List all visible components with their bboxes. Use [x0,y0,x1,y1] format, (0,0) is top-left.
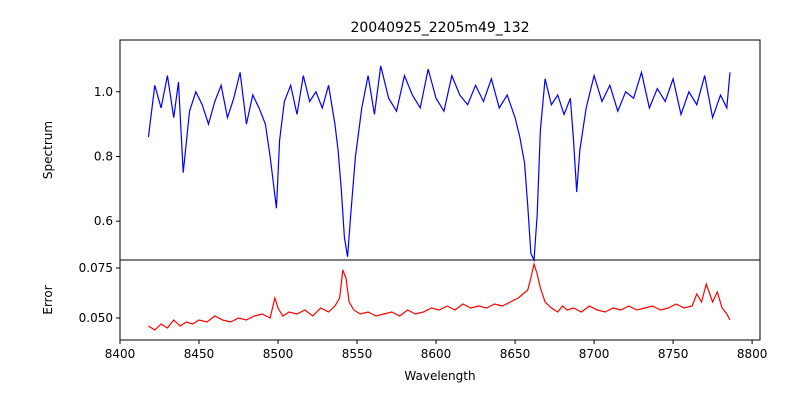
x-tick-label: 8600 [421,347,452,361]
spectrum-y-tick-label: 0.6 [94,214,113,228]
error-frame [119,259,761,341]
error-y-axis: 0.050 0.075 [79,261,120,325]
spectrum-y-tick-label: 0.8 [94,149,113,163]
spectrum-ylabel: Spectrum [41,121,55,179]
spectrum-line [147,65,731,263]
x-tick-label: 8400 [105,347,136,361]
x-tick-label: 8700 [579,347,610,361]
x-axis: 8400 8450 8500 8550 8600 8650 8700 8750 8800 [105,340,768,361]
x-tick-label: 8750 [658,347,689,361]
spectrum-frame [119,39,761,261]
spectrum-panel: 0.6 0.8 1.0 Spectrum [41,39,761,263]
error-ylabel: Error [41,285,55,314]
spectrum-y-tick-label: 1.0 [94,85,113,99]
error-y-tick-label: 0.050 [79,311,113,325]
x-tick-label: 8650 [500,347,531,361]
x-tick-label: 8450 [184,347,215,361]
x-tick-label: 8500 [263,347,294,361]
error-y-tick-label: 0.075 [79,261,113,275]
x-axis-label: Wavelength [404,369,475,383]
chart-title: 20040925_2205m49_132 [350,20,529,36]
x-tick-label: 8800 [737,347,768,361]
error-line [148,261,731,331]
error-panel: 0.050 0.075 Error [41,259,761,341]
x-tick-label: 8550 [342,347,373,361]
spectrum-y-axis: 0.6 0.8 1.0 [94,85,120,228]
